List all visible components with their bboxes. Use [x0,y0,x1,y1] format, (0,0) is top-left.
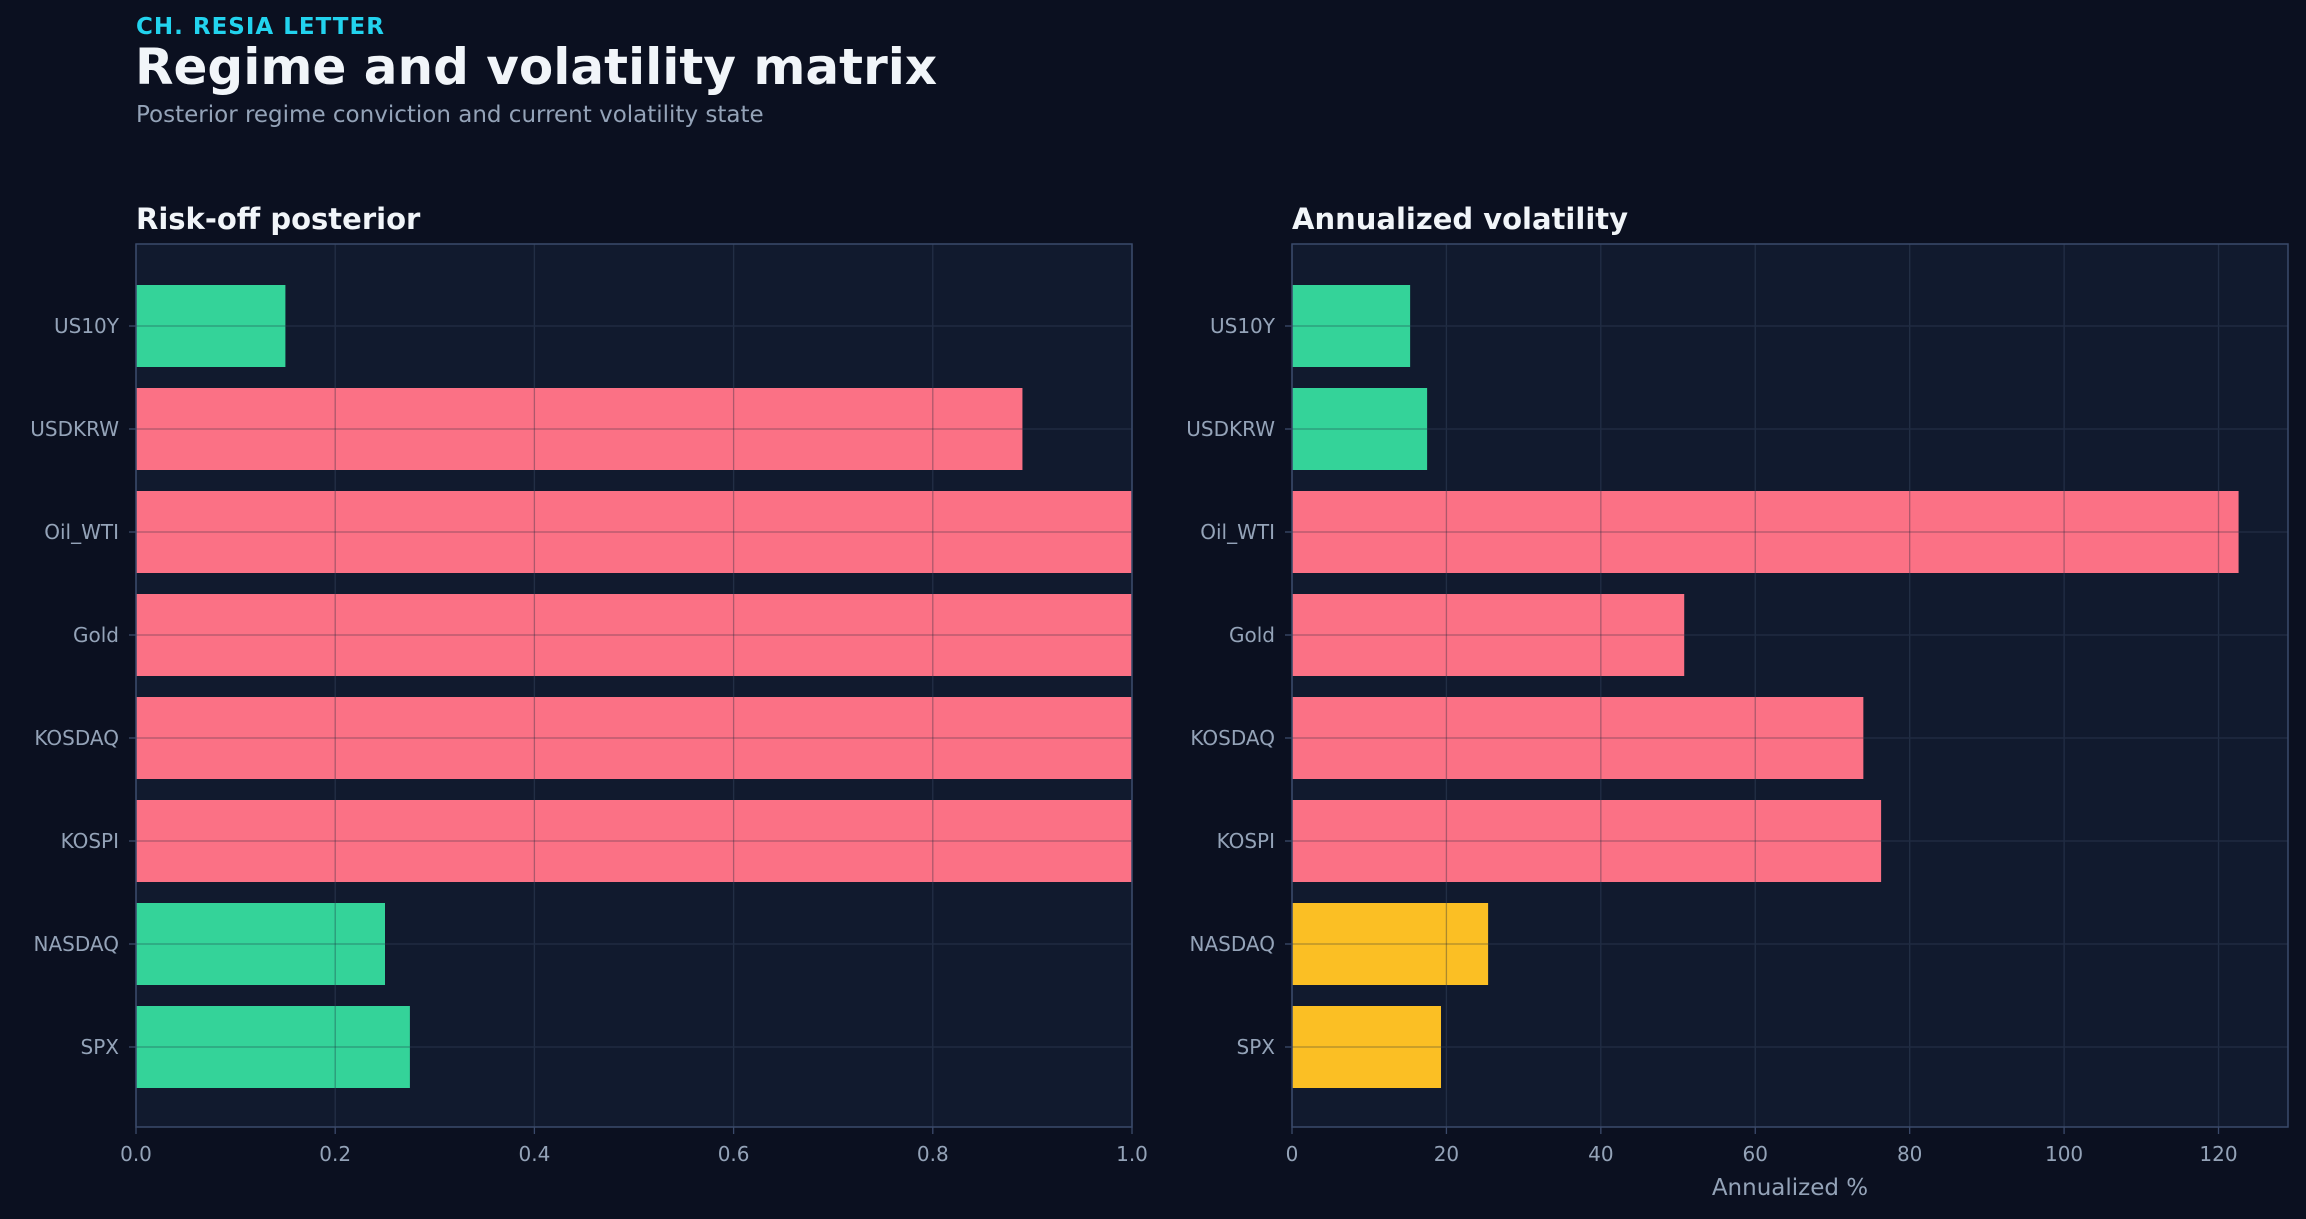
bar-kosdaq [1292,697,1864,779]
y-tick-label: SPX [1237,1035,1276,1059]
bar-usdkrw [1292,388,1428,470]
chart-panel-2: US10Y USDKRW Oil_WTI Gold KOSDAQ KOSPI NASDAQ S… [1186,243,2289,1201]
bar-spx [1292,1006,1442,1088]
x-tick-label: 0.4 [518,1142,550,1166]
bar-us10y [136,285,286,367]
x-tick-label: 1.0 [1116,1142,1148,1166]
plot-area [136,244,1132,1127]
y-tick-label: Oil_WTI [44,520,119,544]
y-tick-label: KOSDAQ [34,726,119,750]
x-tick-label: 0 [1286,1142,1299,1166]
x-tick-label: 80 [1897,1142,1922,1166]
page-title: Regime and volatility matrix [135,38,938,96]
chart-panel-1: US10Y USDKRW Oil_WTI Gold KOSDAQ KOSPI NASDAQ S… [30,243,1148,1166]
y-tick-label: NASDAQ [1190,932,1275,956]
x-tick-label: 60 [1743,1142,1768,1166]
y-tick-label: KOSPI [61,829,119,853]
y-tick-label: KOSDAQ [1190,726,1275,750]
y-tick-label: Gold [1229,623,1275,647]
x-tick-label: 0.2 [319,1142,351,1166]
y-tick-label: Gold [73,623,119,647]
bar-gold [136,594,1132,676]
x-tick-label: 0.6 [718,1142,750,1166]
bar-spx [136,1006,410,1088]
x-tick-label: 100 [2045,1142,2083,1166]
y-tick-label: SPX [81,1035,120,1059]
x-tick-label: 20 [1434,1142,1459,1166]
risk-off-panel-title: Risk-off posterior [136,202,421,236]
bar-kospi [1292,800,1882,882]
x-tick-label: 0.0 [120,1142,152,1166]
y-tick-label: KOSPI [1217,829,1275,853]
x-tick-label: 120 [2199,1142,2237,1166]
y-tick-label: Oil_WTI [1200,520,1275,544]
plot-frame [135,243,1133,1128]
bar-us10y [1292,285,1411,367]
volatility-panel-title: Annualized volatility [1292,202,1629,236]
y-tick-label: US10Y [54,314,120,338]
x-axis-label: Annualized % [1712,1175,1868,1201]
y-tick-label: US10Y [1210,314,1276,338]
bar-kospi [136,800,1132,882]
y-tick-label: NASDAQ [34,932,119,956]
plot-area [1292,244,2288,1127]
y-tick-label: USDKRW [1186,417,1275,441]
bar-nasdaq [136,903,385,985]
plot-frame [1291,243,2289,1128]
report-kicker: CH. RESIA LETTER [136,14,385,40]
y-tick-label: USDKRW [30,417,119,441]
bar-oil-wti [136,491,1132,573]
bar-gold [1292,594,1685,676]
bar-oil-wti [1292,491,2239,573]
x-tick-label: 40 [1588,1142,1613,1166]
x-tick-label: 0.8 [917,1142,949,1166]
bar-usdkrw [136,388,1023,470]
bar-nasdaq [1292,903,1489,985]
page-subtitle: Posterior regime conviction and current … [136,102,764,128]
bar-kosdaq [136,697,1132,779]
